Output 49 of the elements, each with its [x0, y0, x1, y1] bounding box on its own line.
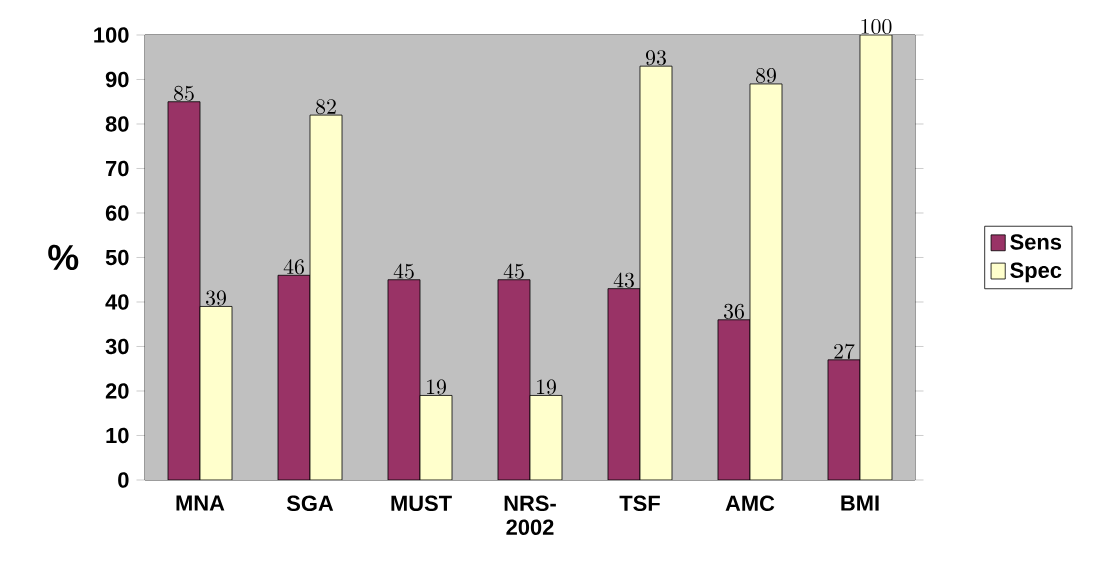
data-label: 43: [613, 272, 634, 288]
data-label: 85: [174, 85, 194, 101]
y-tick-label: 60: [105, 205, 129, 221]
x-tick-label: NRS-2002: [504, 495, 556, 535]
y-tick-label: 100: [94, 27, 129, 43]
bar: [859, 34, 893, 480]
bar: [497, 279, 531, 480]
bar: [749, 83, 783, 480]
y-tick-label: 70: [106, 160, 129, 177]
data-label: 82: [315, 99, 336, 115]
y-tick-label: 50: [105, 249, 129, 266]
data-label: 19: [537, 379, 556, 395]
data-label: 46: [283, 259, 304, 275]
data-label: 45: [393, 263, 414, 279]
y-tick-label: 10: [106, 427, 129, 444]
bar: [529, 395, 563, 480]
bar: [419, 395, 453, 480]
x-tick-label: AMC: [725, 495, 775, 512]
bar: [199, 306, 233, 480]
bar: [277, 274, 311, 480]
x-tick-label: BMI: [841, 495, 879, 511]
data-label: 89: [755, 68, 776, 84]
data-label: 36: [723, 303, 744, 319]
y-tick-label: 40: [105, 294, 129, 310]
bar: [167, 101, 201, 480]
y-tick-label: 30: [105, 338, 129, 355]
legend-label: Spec: [1010, 262, 1062, 283]
data-label: 100: [861, 19, 892, 35]
bar: [387, 279, 421, 480]
y-tick-label: 20: [105, 383, 129, 399]
bar: [309, 114, 343, 480]
bar: [827, 359, 861, 480]
bar: [607, 288, 641, 480]
data-label: 39: [206, 290, 226, 306]
bar: [717, 319, 751, 480]
data-label: 19: [427, 379, 446, 395]
x-tick-label: MNA: [176, 495, 225, 511]
y-tick-label: 0: [118, 472, 129, 488]
legend-label: Sens: [1010, 234, 1062, 250]
y-tick-label: 80: [105, 116, 129, 132]
y-axis-title: %: [48, 244, 79, 271]
data-label: 93: [645, 50, 666, 66]
data-label: 27: [834, 343, 855, 359]
x-tick-label: SGA: [286, 495, 334, 512]
x-tick-label: TSF: [619, 495, 660, 512]
x-tick-label: MUST: [391, 495, 452, 512]
y-tick-label: 90: [105, 71, 129, 88]
data-label: 45: [503, 263, 524, 279]
bar: [639, 65, 673, 480]
